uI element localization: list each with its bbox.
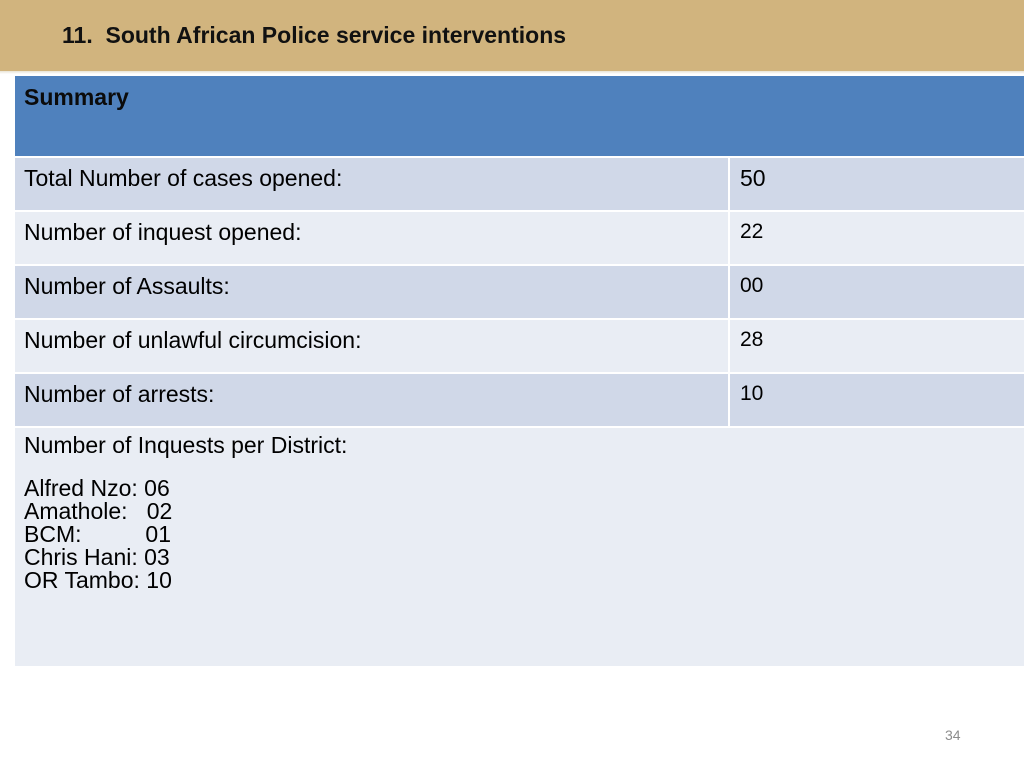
title-divider [0, 71, 1024, 74]
row-label-cell: Total Number of cases opened: [13, 156, 730, 212]
row-value-cell: 00 [727, 264, 1024, 320]
table-row: Total Number of cases opened: 50 [13, 156, 1024, 212]
row-label-cell: Number of inquest opened: [13, 210, 730, 266]
row-value-cell: 50 [727, 156, 1024, 212]
district-row: Number of Inquests per District: Alfred … [12, 426, 1024, 668]
row-label: Number of arrests: [24, 381, 215, 407]
row-value: 50 [740, 165, 766, 191]
district-cell: Number of Inquests per District: Alfred … [12, 426, 1024, 668]
row-label-cell: Number of arrests: [13, 372, 730, 428]
table-row: Number of arrests: 10 [13, 372, 1024, 428]
district-item-bcm: BCM: 01 [24, 521, 171, 547]
row-value: 28 [740, 328, 764, 351]
summary-table: Summary Total Number of cases opened: 50… [12, 74, 1024, 668]
district-item-alfred-nzo: Alfred Nzo: 06 [24, 475, 170, 501]
district-list: Alfred Nzo: 06 Amathole: 02 BCM: 01 Chri… [24, 477, 1024, 592]
table-row: Number of unlawful circumcision: 28 [13, 318, 1024, 374]
table-heading: Summary [24, 84, 129, 110]
row-value-cell: 10 [727, 372, 1024, 428]
table-header-cell: Summary [12, 74, 1024, 158]
row-label: Total Number of cases opened: [24, 165, 343, 191]
district-item-amathole: Amathole: 02 [24, 498, 173, 524]
row-value: 10 [740, 382, 764, 405]
row-value: 00 [740, 274, 764, 297]
row-label: Number of inquest opened: [24, 219, 302, 245]
slide-title: 11. South African Police service interve… [62, 22, 567, 48]
row-label: Number of unlawful circumcision: [24, 327, 362, 353]
row-label-cell: Number of Assaults: [13, 264, 730, 320]
district-heading: Number of Inquests per District: [24, 432, 348, 458]
table-row: Number of inquest opened: 22 [13, 210, 1024, 266]
row-value-cell: 28 [727, 318, 1024, 374]
row-label-cell: Number of unlawful circumcision: [13, 318, 730, 374]
table-header-row: Summary [12, 74, 1024, 158]
title-bar: 11. South African Police service interve… [0, 0, 1024, 71]
row-value-cell: 22 [727, 210, 1024, 266]
district-item-or-tambo: OR Tambo: 10 [24, 567, 172, 593]
row-value: 22 [740, 220, 764, 243]
page-number: 34 [945, 727, 961, 743]
district-item-chris-hani: Chris Hani: 03 [24, 544, 170, 570]
row-label: Number of Assaults: [24, 273, 230, 299]
table-row: Number of Assaults: 00 [13, 264, 1024, 320]
